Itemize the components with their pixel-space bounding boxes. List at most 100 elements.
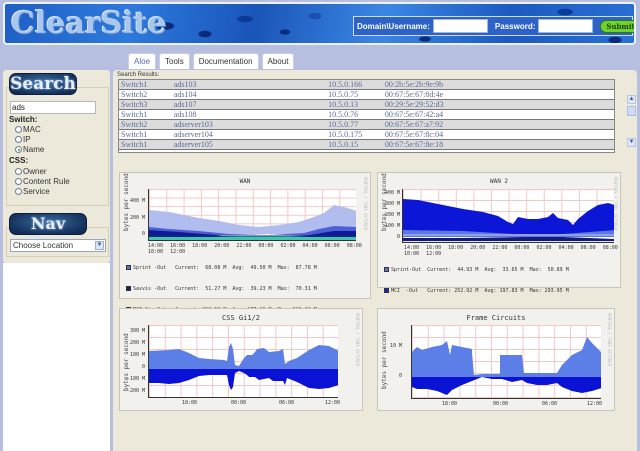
legend-swatch-icon: [126, 265, 131, 270]
x-tick: 00:00: [231, 400, 247, 406]
cell-switch: Switch1: [121, 110, 148, 119]
radio-name[interactable]: Name: [15, 145, 44, 154]
tab-documentation[interactable]: Documentation: [192, 53, 259, 69]
table-row[interactable]: Switch1 ads103 10.5.0.166 00:2b:5e:2b:9e:9b: [119, 80, 614, 90]
cell-mac: 00:67:5e:67:42:a4: [384, 110, 444, 119]
tab-tools[interactable]: Tools: [159, 53, 190, 69]
radio-service[interactable]: Service: [15, 187, 50, 196]
cell-switch: Switch1: [121, 140, 148, 149]
radio-content-rule[interactable]: Content Rule: [15, 177, 70, 186]
radio-button-icon[interactable]: [15, 126, 22, 133]
cell-name: adserver104: [173, 130, 213, 139]
search-results-label: Search Results:: [117, 72, 160, 78]
css-area-chart: [149, 343, 338, 390]
wan2-graph[interactable]: WAN 2 bytes per second 400 M 300 M 200 M…: [377, 172, 621, 357]
main-tabs: Aloe Tools Documentation About: [128, 53, 295, 69]
cell-switch: Switch2: [121, 90, 148, 99]
legend-row: Sprint -Out Current: 68.08 M Avg: 49.50 …: [126, 265, 323, 272]
scroll-down-arrow-icon[interactable]: ▼: [627, 138, 636, 147]
cell-ip: 10.5.0.76: [328, 110, 359, 119]
radio-label: Owner: [23, 167, 47, 176]
cell-mac: 00:67:5e:67:8c:04: [384, 130, 444, 139]
tab-about[interactable]: About: [261, 53, 295, 69]
y-tick: 100 M: [384, 223, 400, 229]
css-gi12-graph[interactable]: CSS Gi1/2 bytes per second 300 M 200 M 1…: [119, 308, 363, 411]
login-form: Domain\Username: Password: Submit: [353, 16, 634, 36]
radio-label: Name: [23, 145, 45, 154]
frame-circuits-graph[interactable]: Frame Circuits bytes per second 10 M 0 1…: [377, 308, 615, 411]
cell-mac: 00:67:5e:67:8e:18: [384, 140, 444, 149]
table-row[interactable]: Switch1 adserver105 10.5.0.15 00:67:5e:67:8…: [119, 140, 614, 150]
scroll-up-arrow-icon[interactable]: ▲: [627, 95, 636, 104]
username-input[interactable]: [432, 19, 488, 33]
location-select-value: Choose Location: [13, 241, 74, 250]
search-results-table: Switch1 ads103 10.5.0.166 00:2b:5e:2b:9e:9b…: [118, 79, 615, 153]
cell-switch: Switch1: [121, 80, 148, 89]
radio-button-icon[interactable]: [15, 168, 22, 175]
wan2-area-chart: [403, 199, 614, 242]
y-tick: 0: [396, 234, 400, 240]
tab-aloe[interactable]: Aloe: [128, 53, 157, 69]
x-tick: 06:00: [542, 401, 558, 407]
radio-owner[interactable]: Owner: [15, 167, 47, 176]
radio-button-icon[interactable]: [15, 136, 22, 143]
y-tick: 400 M: [384, 190, 400, 196]
scrollbar-thumb[interactable]: [627, 106, 636, 116]
radio-label: Content Rule: [23, 177, 70, 186]
wan-plot-area: [148, 189, 356, 241]
cell-switch: Switch3: [121, 100, 148, 109]
wan2-plot-area: [402, 189, 614, 243]
rrdtool-watermark: RRDTOOL / TOBI OETIKER: [363, 177, 368, 230]
left-sidebar: Search Switch: MAC IP Name CSS: Owner Co…: [3, 70, 110, 263]
y-tick: -200 M: [126, 388, 145, 394]
wan-graph[interactable]: WAN bytes per second 400 M 200 M 0 14:00…: [119, 172, 371, 397]
main-content: Search Results: Switch1 ads103 10.5.0.166 0…: [113, 70, 637, 451]
cell-ip: 10.5.0.175: [328, 130, 363, 139]
y-tick: 200 M: [129, 340, 145, 346]
nav-tree-title: Nav Tree: [9, 213, 87, 253]
submit-button[interactable]: Submit: [600, 19, 634, 33]
table-row[interactable]: Switch3 ads107 10.5.0.13 00:29:5e:29:52:d3: [119, 100, 614, 110]
x-tick: 00:00: [493, 401, 509, 407]
cell-mac: 00:29:5e:29:52:d3: [384, 100, 444, 109]
x-axis-ticks: 14:00 16:00 18:00 20:00 22:00 00:00 02:0…: [404, 245, 618, 257]
search-panel-title: Search: [9, 73, 77, 95]
x-tick: 06:00: [279, 400, 295, 406]
radio-mac[interactable]: MAC: [15, 125, 41, 134]
results-scrollbar[interactable]: ▲ ▼: [627, 95, 636, 147]
clearsite-logo: ClearSite: [11, 6, 167, 41]
y-tick: 0: [141, 231, 145, 237]
x-tick: 18:00: [182, 400, 198, 406]
password-input[interactable]: [538, 19, 594, 33]
x-tick: 12:00: [587, 401, 603, 407]
table-row[interactable]: Switch2 ads104 10.5.0.75 00:67:5e:67:8d:4e: [119, 90, 614, 100]
radio-button-icon[interactable]: [15, 178, 22, 185]
chevron-down-icon[interactable]: ▼: [95, 241, 104, 250]
page-edge: [0, 263, 3, 451]
radio-button-checked-icon[interactable]: [15, 146, 22, 153]
y-tick: 100 M: [129, 352, 145, 358]
switch-group-label: Switch:: [9, 115, 38, 124]
radio-label: IP: [23, 135, 31, 144]
radio-button-icon[interactable]: [15, 188, 22, 195]
sidebar-blank-area: [3, 263, 110, 451]
y-tick: 0: [141, 364, 145, 370]
frame-area-chart: [412, 337, 601, 395]
cell-name: ads103: [173, 80, 197, 89]
password-label: Password:: [494, 21, 536, 31]
table-row[interactable]: Switch2 adserver103 10.5.0.77 00:67:5e:67:a…: [119, 120, 614, 130]
graph-title: WAN: [239, 178, 251, 185]
cell-name: ads104: [173, 90, 197, 99]
table-row[interactable]: Switch1 ads108 10.5.0.76 00:67:5e:67:42:a4: [119, 110, 614, 120]
search-input[interactable]: [10, 101, 96, 114]
cell-ip: 10.5.0.13: [328, 100, 359, 109]
y-tick: 400 M: [129, 198, 145, 204]
location-select[interactable]: Choose Location ▼: [10, 239, 106, 252]
cell-switch: Switch2: [121, 120, 148, 129]
table-row[interactable]: Switch1 adserver104 10.5.0.175 00:67:5e:67:…: [119, 130, 614, 140]
wan-area-chart: [149, 205, 356, 240]
cell-name: adserver105: [173, 140, 213, 149]
y-tick: 200 M: [384, 212, 400, 218]
rrdtool-watermark: RRDTOOL / TOBI OETIKER: [355, 313, 360, 366]
radio-ip[interactable]: IP: [15, 135, 31, 144]
